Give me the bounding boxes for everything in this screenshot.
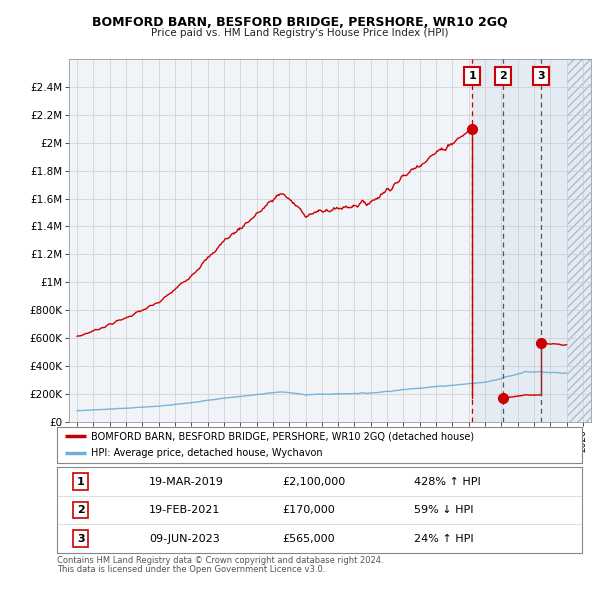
Bar — [472, 59, 591, 422]
Text: HPI: Average price, detached house, Wychavon: HPI: Average price, detached house, Wych… — [91, 448, 323, 458]
Text: 1: 1 — [468, 71, 476, 81]
Text: 19-FEB-2021: 19-FEB-2021 — [149, 505, 220, 515]
Text: BOMFORD BARN, BESFORD BRIDGE, PERSHORE, WR10 2GQ (detached house): BOMFORD BARN, BESFORD BRIDGE, PERSHORE, … — [91, 431, 474, 441]
Text: 2: 2 — [499, 71, 507, 81]
Text: £170,000: £170,000 — [283, 505, 335, 515]
Text: 24% ↑ HPI: 24% ↑ HPI — [414, 533, 473, 543]
Text: 3: 3 — [537, 71, 545, 81]
Text: 3: 3 — [77, 533, 85, 543]
Text: 19-MAR-2019: 19-MAR-2019 — [149, 477, 224, 487]
Text: £565,000: £565,000 — [283, 533, 335, 543]
Text: £2,100,000: £2,100,000 — [283, 477, 346, 487]
Text: This data is licensed under the Open Government Licence v3.0.: This data is licensed under the Open Gov… — [57, 565, 325, 574]
Text: 428% ↑ HPI: 428% ↑ HPI — [414, 477, 481, 487]
Text: 1: 1 — [77, 477, 85, 487]
Text: 09-JUN-2023: 09-JUN-2023 — [149, 533, 220, 543]
Text: 59% ↓ HPI: 59% ↓ HPI — [414, 505, 473, 515]
Text: BOMFORD BARN, BESFORD BRIDGE, PERSHORE, WR10 2GQ: BOMFORD BARN, BESFORD BRIDGE, PERSHORE, … — [92, 16, 508, 29]
Text: Price paid vs. HM Land Registry's House Price Index (HPI): Price paid vs. HM Land Registry's House … — [151, 28, 449, 38]
Bar — [566, 59, 591, 422]
Text: 2: 2 — [77, 505, 85, 515]
Text: Contains HM Land Registry data © Crown copyright and database right 2024.: Contains HM Land Registry data © Crown c… — [57, 556, 383, 565]
